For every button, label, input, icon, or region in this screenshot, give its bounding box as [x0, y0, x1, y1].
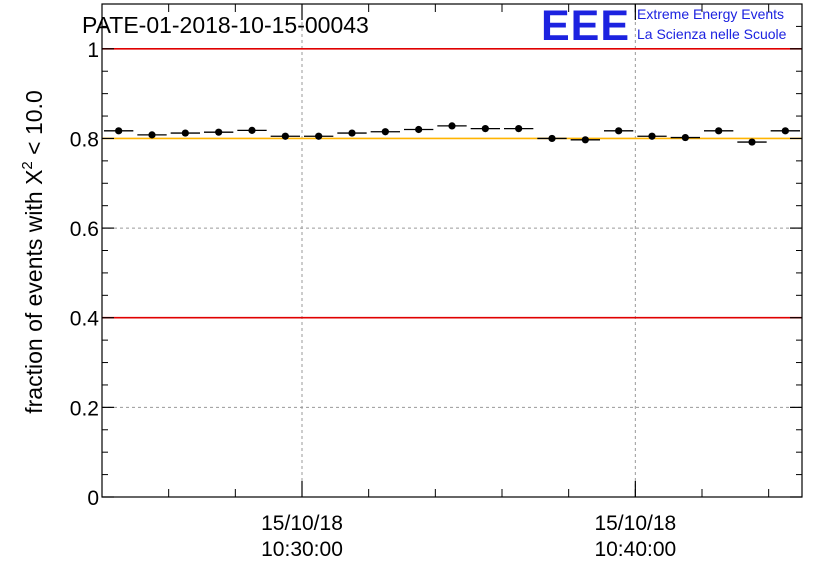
point-marker	[281, 132, 289, 140]
data-points	[104, 122, 800, 146]
point-marker	[181, 129, 189, 137]
eee-logo: EEE	[541, 2, 630, 50]
plot-border	[101, 3, 803, 498]
point-marker	[581, 136, 589, 144]
x-tick-label-time: 10:40:00	[594, 538, 676, 561]
point-marker	[481, 124, 489, 133]
data-point	[137, 131, 167, 139]
grid	[102, 4, 802, 497]
point-marker	[115, 127, 123, 135]
point-marker	[448, 122, 456, 130]
y-axis: 0 0.2 0.4 0.6 0.8 1	[70, 25, 802, 510]
y-axis-label: fraction of events with X2 < 10.0	[19, 90, 47, 414]
point-marker	[215, 128, 223, 136]
data-point	[170, 129, 200, 137]
data-point	[237, 126, 267, 134]
point-marker	[381, 128, 389, 136]
data-point	[570, 136, 600, 144]
data-point	[204, 128, 234, 136]
data-point	[337, 129, 367, 137]
point-marker	[715, 127, 723, 135]
point-marker	[415, 125, 423, 134]
reference-lines	[102, 48, 802, 319]
data-point	[437, 122, 467, 130]
point-marker	[515, 124, 523, 133]
data-point	[737, 138, 767, 146]
data-point	[770, 127, 800, 135]
point-marker	[781, 127, 789, 135]
data-point	[270, 132, 300, 140]
point-marker	[748, 138, 756, 146]
y-tick-label: 1	[87, 39, 99, 62]
plot-frame	[101, 3, 803, 498]
point-marker	[648, 132, 656, 140]
x-tick-label-date: 15/10/18	[261, 512, 343, 535]
point-marker	[315, 132, 323, 140]
y-tick-label: 0.4	[70, 308, 100, 331]
data-point	[470, 124, 500, 133]
point-marker	[248, 126, 256, 134]
x-axis: 15/10/18 10:30:00 15/10/18 10:40:00	[101, 4, 770, 561]
point-marker	[681, 133, 689, 142]
data-point	[604, 127, 634, 135]
y-tick-label: 0.8	[70, 128, 99, 151]
logo-line-1: Extreme Energy Events	[637, 6, 784, 22]
logo-line-2: La Scienza nelle Scuole	[637, 26, 787, 42]
point-marker	[548, 134, 556, 143]
x-tick-label-date: 15/10/18	[594, 512, 676, 535]
data-point	[404, 125, 434, 134]
data-point	[370, 128, 400, 136]
data-point	[537, 134, 567, 143]
point-marker	[148, 131, 156, 139]
data-point	[504, 124, 534, 133]
data-point	[304, 132, 334, 140]
y-tick-label: 0.6	[70, 218, 99, 241]
chart-title: PATE-01-2018-10-15-00043	[82, 12, 369, 38]
point-marker	[615, 127, 623, 135]
data-point	[637, 132, 667, 140]
point-marker	[348, 129, 356, 137]
data-point	[704, 127, 734, 135]
data-point	[104, 127, 134, 135]
y-tick-label: 0	[87, 487, 99, 510]
x-tick-label-time: 10:30:00	[261, 538, 343, 561]
data-point	[670, 133, 700, 142]
y-tick-label: 0.2	[70, 397, 99, 420]
